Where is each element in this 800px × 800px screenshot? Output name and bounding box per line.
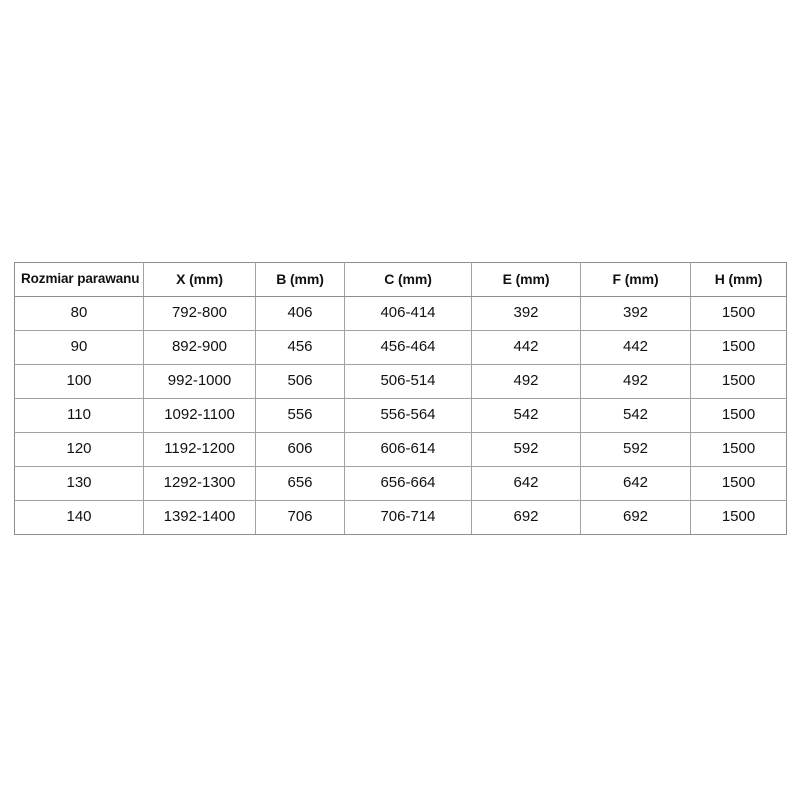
cell-c: 456-464 [344, 330, 472, 365]
table-row: 130 1292-1300 656 656-664 642 642 1500 [14, 466, 787, 501]
table-row: 110 1092-1100 556 556-564 542 542 1500 [14, 398, 787, 433]
column-header-b: B (mm) [255, 262, 345, 297]
table-body: 80 792-800 406 406-414 392 392 1500 90 8… [14, 296, 787, 535]
cell-size: 80 [14, 296, 144, 331]
column-header-f: F (mm) [580, 262, 691, 297]
cell-e: 642 [471, 466, 581, 501]
cell-b: 706 [255, 500, 345, 535]
table-row: 140 1392-1400 706 706-714 692 692 1500 [14, 500, 787, 535]
column-header-rozmiar-parawanu: Rozmiar parawanu [14, 262, 144, 297]
cell-x: 1192-1200 [143, 432, 256, 467]
cell-f: 442 [580, 330, 691, 365]
cell-x: 1092-1100 [143, 398, 256, 433]
cell-b: 606 [255, 432, 345, 467]
cell-size: 130 [14, 466, 144, 501]
column-header-c: C (mm) [344, 262, 472, 297]
cell-size: 110 [14, 398, 144, 433]
cell-h: 1500 [690, 432, 787, 467]
cell-c: 706-714 [344, 500, 472, 535]
column-header-x: X (mm) [143, 262, 256, 297]
table-row: 80 792-800 406 406-414 392 392 1500 [14, 296, 787, 331]
column-header-h: H (mm) [690, 262, 787, 297]
table-row: 100 992-1000 506 506-514 492 492 1500 [14, 364, 787, 399]
cell-f: 592 [580, 432, 691, 467]
cell-size: 100 [14, 364, 144, 399]
cell-h: 1500 [690, 466, 787, 501]
cell-h: 1500 [690, 500, 787, 535]
cell-size: 140 [14, 500, 144, 535]
cell-c: 556-564 [344, 398, 472, 433]
cell-e: 442 [471, 330, 581, 365]
table-row: 90 892-900 456 456-464 442 442 1500 [14, 330, 787, 365]
cell-h: 1500 [690, 398, 787, 433]
cell-b: 656 [255, 466, 345, 501]
cell-size: 120 [14, 432, 144, 467]
cell-b: 456 [255, 330, 345, 365]
cell-e: 692 [471, 500, 581, 535]
table-header: Rozmiar parawanu X (mm) B (mm) C (mm) E … [14, 262, 787, 297]
cell-h: 1500 [690, 296, 787, 331]
specification-table: Rozmiar parawanu X (mm) B (mm) C (mm) E … [14, 262, 787, 535]
cell-b: 556 [255, 398, 345, 433]
cell-c: 656-664 [344, 466, 472, 501]
cell-x: 992-1000 [143, 364, 256, 399]
cell-x: 792-800 [143, 296, 256, 331]
cell-b: 406 [255, 296, 345, 331]
cell-c: 606-614 [344, 432, 472, 467]
cell-f: 542 [580, 398, 691, 433]
cell-x: 892-900 [143, 330, 256, 365]
cell-e: 592 [471, 432, 581, 467]
cell-e: 542 [471, 398, 581, 433]
cell-c: 406-414 [344, 296, 472, 331]
table-header-row: Rozmiar parawanu X (mm) B (mm) C (mm) E … [14, 262, 787, 297]
cell-c: 506-514 [344, 364, 472, 399]
cell-x: 1292-1300 [143, 466, 256, 501]
column-header-e: E (mm) [471, 262, 581, 297]
cell-e: 492 [471, 364, 581, 399]
specification-table-container: Rozmiar parawanu X (mm) B (mm) C (mm) E … [14, 262, 787, 535]
cell-h: 1500 [690, 330, 787, 365]
cell-b: 506 [255, 364, 345, 399]
cell-size: 90 [14, 330, 144, 365]
cell-f: 392 [580, 296, 691, 331]
table-row: 120 1192-1200 606 606-614 592 592 1500 [14, 432, 787, 467]
cell-f: 492 [580, 364, 691, 399]
cell-f: 692 [580, 500, 691, 535]
cell-e: 392 [471, 296, 581, 331]
cell-h: 1500 [690, 364, 787, 399]
cell-x: 1392-1400 [143, 500, 256, 535]
cell-f: 642 [580, 466, 691, 501]
